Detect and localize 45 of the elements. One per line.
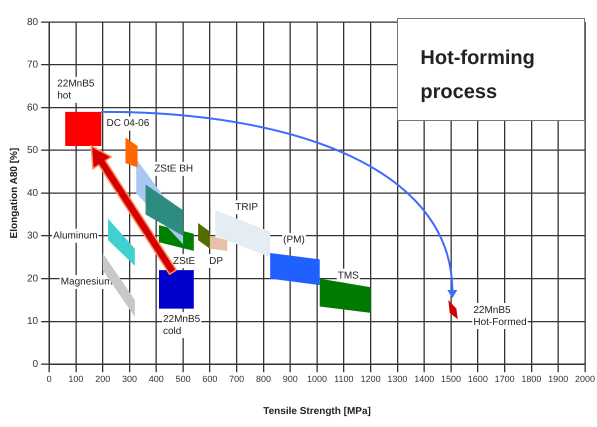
- series-label: ZStE: [172, 256, 196, 267]
- y-tick-label: 20: [27, 273, 39, 284]
- y-tick-label: 60: [27, 102, 39, 114]
- y-tick-label: 40: [27, 188, 39, 199]
- x-tick-label: 1400: [414, 374, 434, 384]
- x-tick-label: 1300: [387, 374, 408, 384]
- x-tick-label: 100: [68, 374, 84, 384]
- series-label: TRIP: [235, 202, 258, 213]
- y-tick-label: 50: [27, 145, 39, 156]
- x-tick-label: 200: [95, 374, 110, 384]
- x-tick-label: 400: [148, 374, 164, 384]
- x-tick-label: 1100: [334, 374, 354, 384]
- x-tick-label: 1600: [468, 374, 488, 384]
- series-label: 22MnB5 hot: [57, 78, 95, 102]
- series-label: (PM): [283, 234, 305, 246]
- x-tick-label: 1500: [441, 374, 462, 384]
- x-tick-label: 300: [122, 374, 138, 384]
- x-axis-title: Tensile Strength [MPa]: [263, 406, 371, 417]
- series-label: 22MnB5 cold: [162, 314, 201, 337]
- x-tick-label: 500: [176, 374, 191, 384]
- text-box: Hot-forming process: [397, 18, 585, 121]
- x-tick-label: 900: [282, 374, 298, 384]
- x-tick-label: 1700: [494, 374, 515, 384]
- series-label: DP: [209, 256, 224, 267]
- series-label: Aluminum: [53, 230, 98, 242]
- x-tick-label: 800: [256, 374, 271, 384]
- y-axis-title: Elongation A80 [%]: [8, 148, 20, 238]
- x-tick-label: 0: [46, 374, 52, 384]
- series-label: Magnesium: [60, 276, 112, 288]
- x-tick-label: 1800: [521, 374, 542, 384]
- x-tick-label: 1200: [360, 374, 381, 384]
- x-tick-label: 1000: [307, 374, 328, 384]
- x-tick-label: 600: [202, 374, 218, 384]
- series-label: 22MnB5 Hot-Formed: [473, 304, 527, 328]
- x-tick-label: 2000: [574, 374, 596, 384]
- x-tick-label: 1900: [548, 374, 568, 384]
- y-tick-label: 30: [27, 230, 39, 242]
- y-tick-label: 10: [27, 316, 39, 328]
- y-tick-label: 80: [27, 16, 39, 28]
- series-label: TMS: [338, 270, 360, 282]
- series-label: ZStE BH: [154, 164, 194, 175]
- series-label: DC 04-06: [106, 118, 150, 130]
- y-tick-label: 70: [27, 60, 39, 71]
- x-tick-label: 700: [229, 374, 244, 384]
- y-tick-label: 0: [32, 358, 39, 370]
